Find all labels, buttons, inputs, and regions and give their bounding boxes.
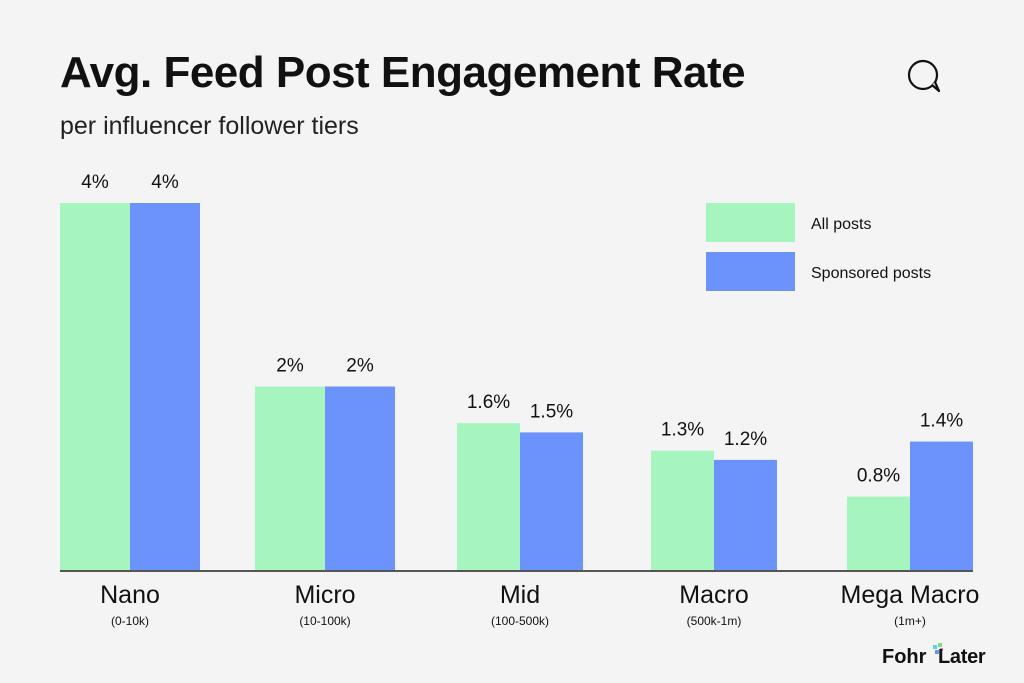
data-label: 4% [151,172,179,193]
chart-title: Avg. Feed Post Engagement Rate [60,48,746,97]
category-sublabel: (0-10k) [111,614,149,628]
bar-all-posts [847,496,910,570]
bar-all-posts [457,423,520,570]
category-sublabel: (1m+) [894,614,926,628]
data-label: 1.5% [530,401,573,422]
bar-all-posts [651,450,714,570]
category-label: Nano [100,581,160,609]
data-label: 2% [276,356,304,377]
data-label: 4% [81,172,109,193]
category-sublabel: (500k-1m) [687,614,742,628]
later-logo-mark [933,643,943,654]
bar-sponsored-posts [130,203,200,570]
data-label: 1.6% [467,392,510,413]
legend-swatch [706,203,795,242]
legend-swatch [706,252,795,291]
legend-label: All posts [811,216,871,233]
category-label: Mega Macro [841,581,980,609]
bar-sponsored-posts [520,432,583,570]
data-label: 1.4% [920,411,963,432]
category-label: Mid [500,581,540,609]
bar-sponsored-posts [910,441,973,570]
bar-all-posts [60,203,130,570]
data-label: 1.2% [724,429,767,450]
category-label: Micro [294,581,355,609]
bar-sponsored-posts [325,386,395,570]
category-sublabel: (100-500k) [491,614,549,628]
data-label: 1.3% [661,420,704,441]
bar-all-posts [255,386,325,570]
data-label: 2% [346,356,374,377]
fohr-logo: Fohr [882,646,927,668]
category-label: Macro [679,581,748,609]
category-sublabel: (10-100k) [299,614,350,628]
speech-bubble-icon [907,59,941,93]
chart-subtitle: per influencer follower tiers [60,112,359,140]
later-logo: Later [938,646,986,668]
bar-sponsored-posts [714,459,777,570]
data-label: 0.8% [857,466,900,487]
legend-label: Sponsored posts [811,265,931,282]
